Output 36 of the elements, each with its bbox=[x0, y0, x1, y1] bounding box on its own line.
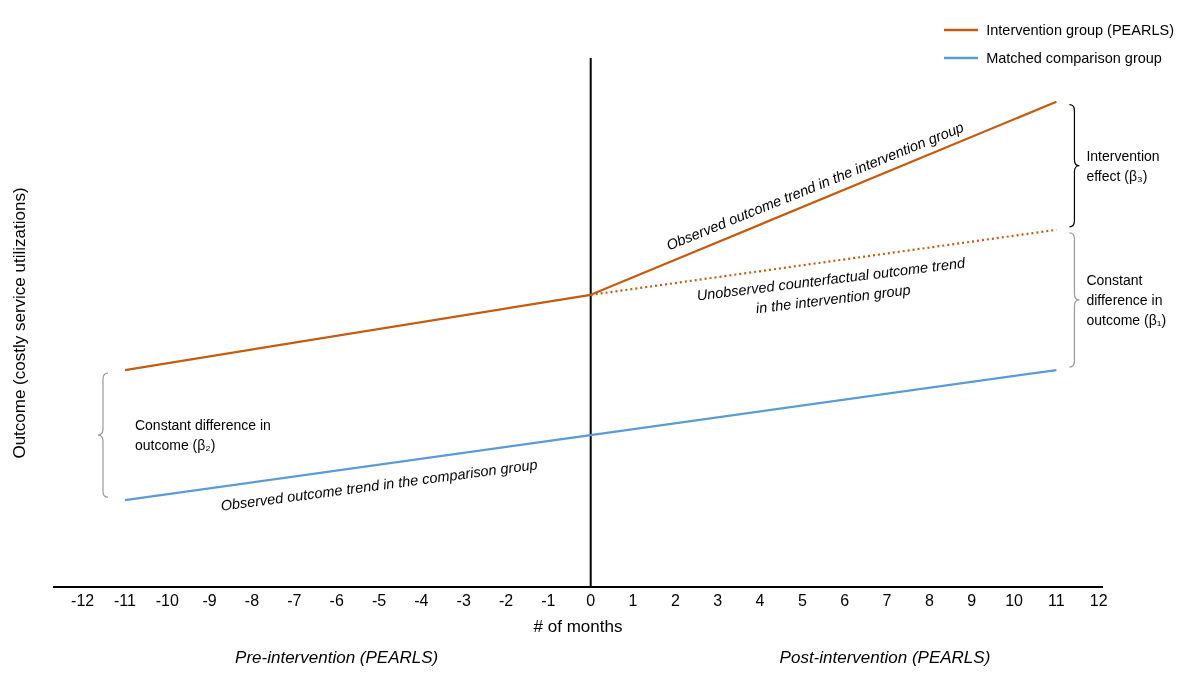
text: Post-intervention (PEARLS) bbox=[778, 648, 992, 668]
annotation: Constant difference in outcome (β₂) bbox=[134, 416, 272, 456]
x-tick-label: 7 bbox=[882, 592, 892, 610]
x-tick-label: -3 bbox=[456, 592, 471, 610]
x-tick-label: -4 bbox=[414, 592, 429, 610]
x-tick-label: -7 bbox=[287, 592, 302, 610]
x-tick-label: 1 bbox=[628, 592, 638, 610]
annotation: Constant difference in outcome (β₁) bbox=[1086, 270, 1168, 330]
annotation: Observed outcome trend in the comparison group bbox=[219, 455, 539, 514]
legend-label: Intervention group (PEARLS) bbox=[986, 22, 1174, 38]
x-tick-label: -9 bbox=[202, 592, 217, 610]
x-tick-label: -1 bbox=[541, 592, 556, 610]
x-tick-label: 12 bbox=[1089, 592, 1108, 610]
x-tick-label: 8 bbox=[924, 592, 934, 610]
x-tick-label: 3 bbox=[713, 592, 723, 610]
x-tick-label: -6 bbox=[329, 592, 344, 610]
x-tick-label: 11 bbox=[1048, 592, 1065, 610]
annotation: Intervention effect (β₃) bbox=[1086, 146, 1161, 186]
x-tick-label: -12 bbox=[71, 592, 95, 610]
y-axis-title: Outcome (costly service utilizations) bbox=[10, 185, 30, 461]
x-tick-label: 5 bbox=[797, 592, 807, 610]
legend-label: Matched comparison group bbox=[986, 50, 1162, 66]
x-tick-label: -11 bbox=[114, 592, 137, 610]
x-tick-label: 6 bbox=[840, 592, 850, 610]
x-tick-label: 0 bbox=[586, 592, 596, 610]
x-tick-label: -5 bbox=[371, 592, 387, 610]
x-tick-label: -10 bbox=[155, 592, 179, 610]
x-tick-label: -2 bbox=[498, 592, 514, 610]
x-axis-title: # of months bbox=[532, 617, 624, 637]
x-tick-label: 4 bbox=[755, 592, 765, 610]
x-tick-label: 9 bbox=[967, 592, 977, 610]
x-tick-label: 2 bbox=[670, 592, 680, 610]
x-tick-label: -8 bbox=[244, 592, 260, 610]
x-tick-label: 10 bbox=[1005, 592, 1024, 610]
annotation: Unobserved counterfactual outcome trend in the intervention group bbox=[694, 254, 967, 319]
text: Pre-intervention (PEARLS) bbox=[234, 648, 440, 668]
